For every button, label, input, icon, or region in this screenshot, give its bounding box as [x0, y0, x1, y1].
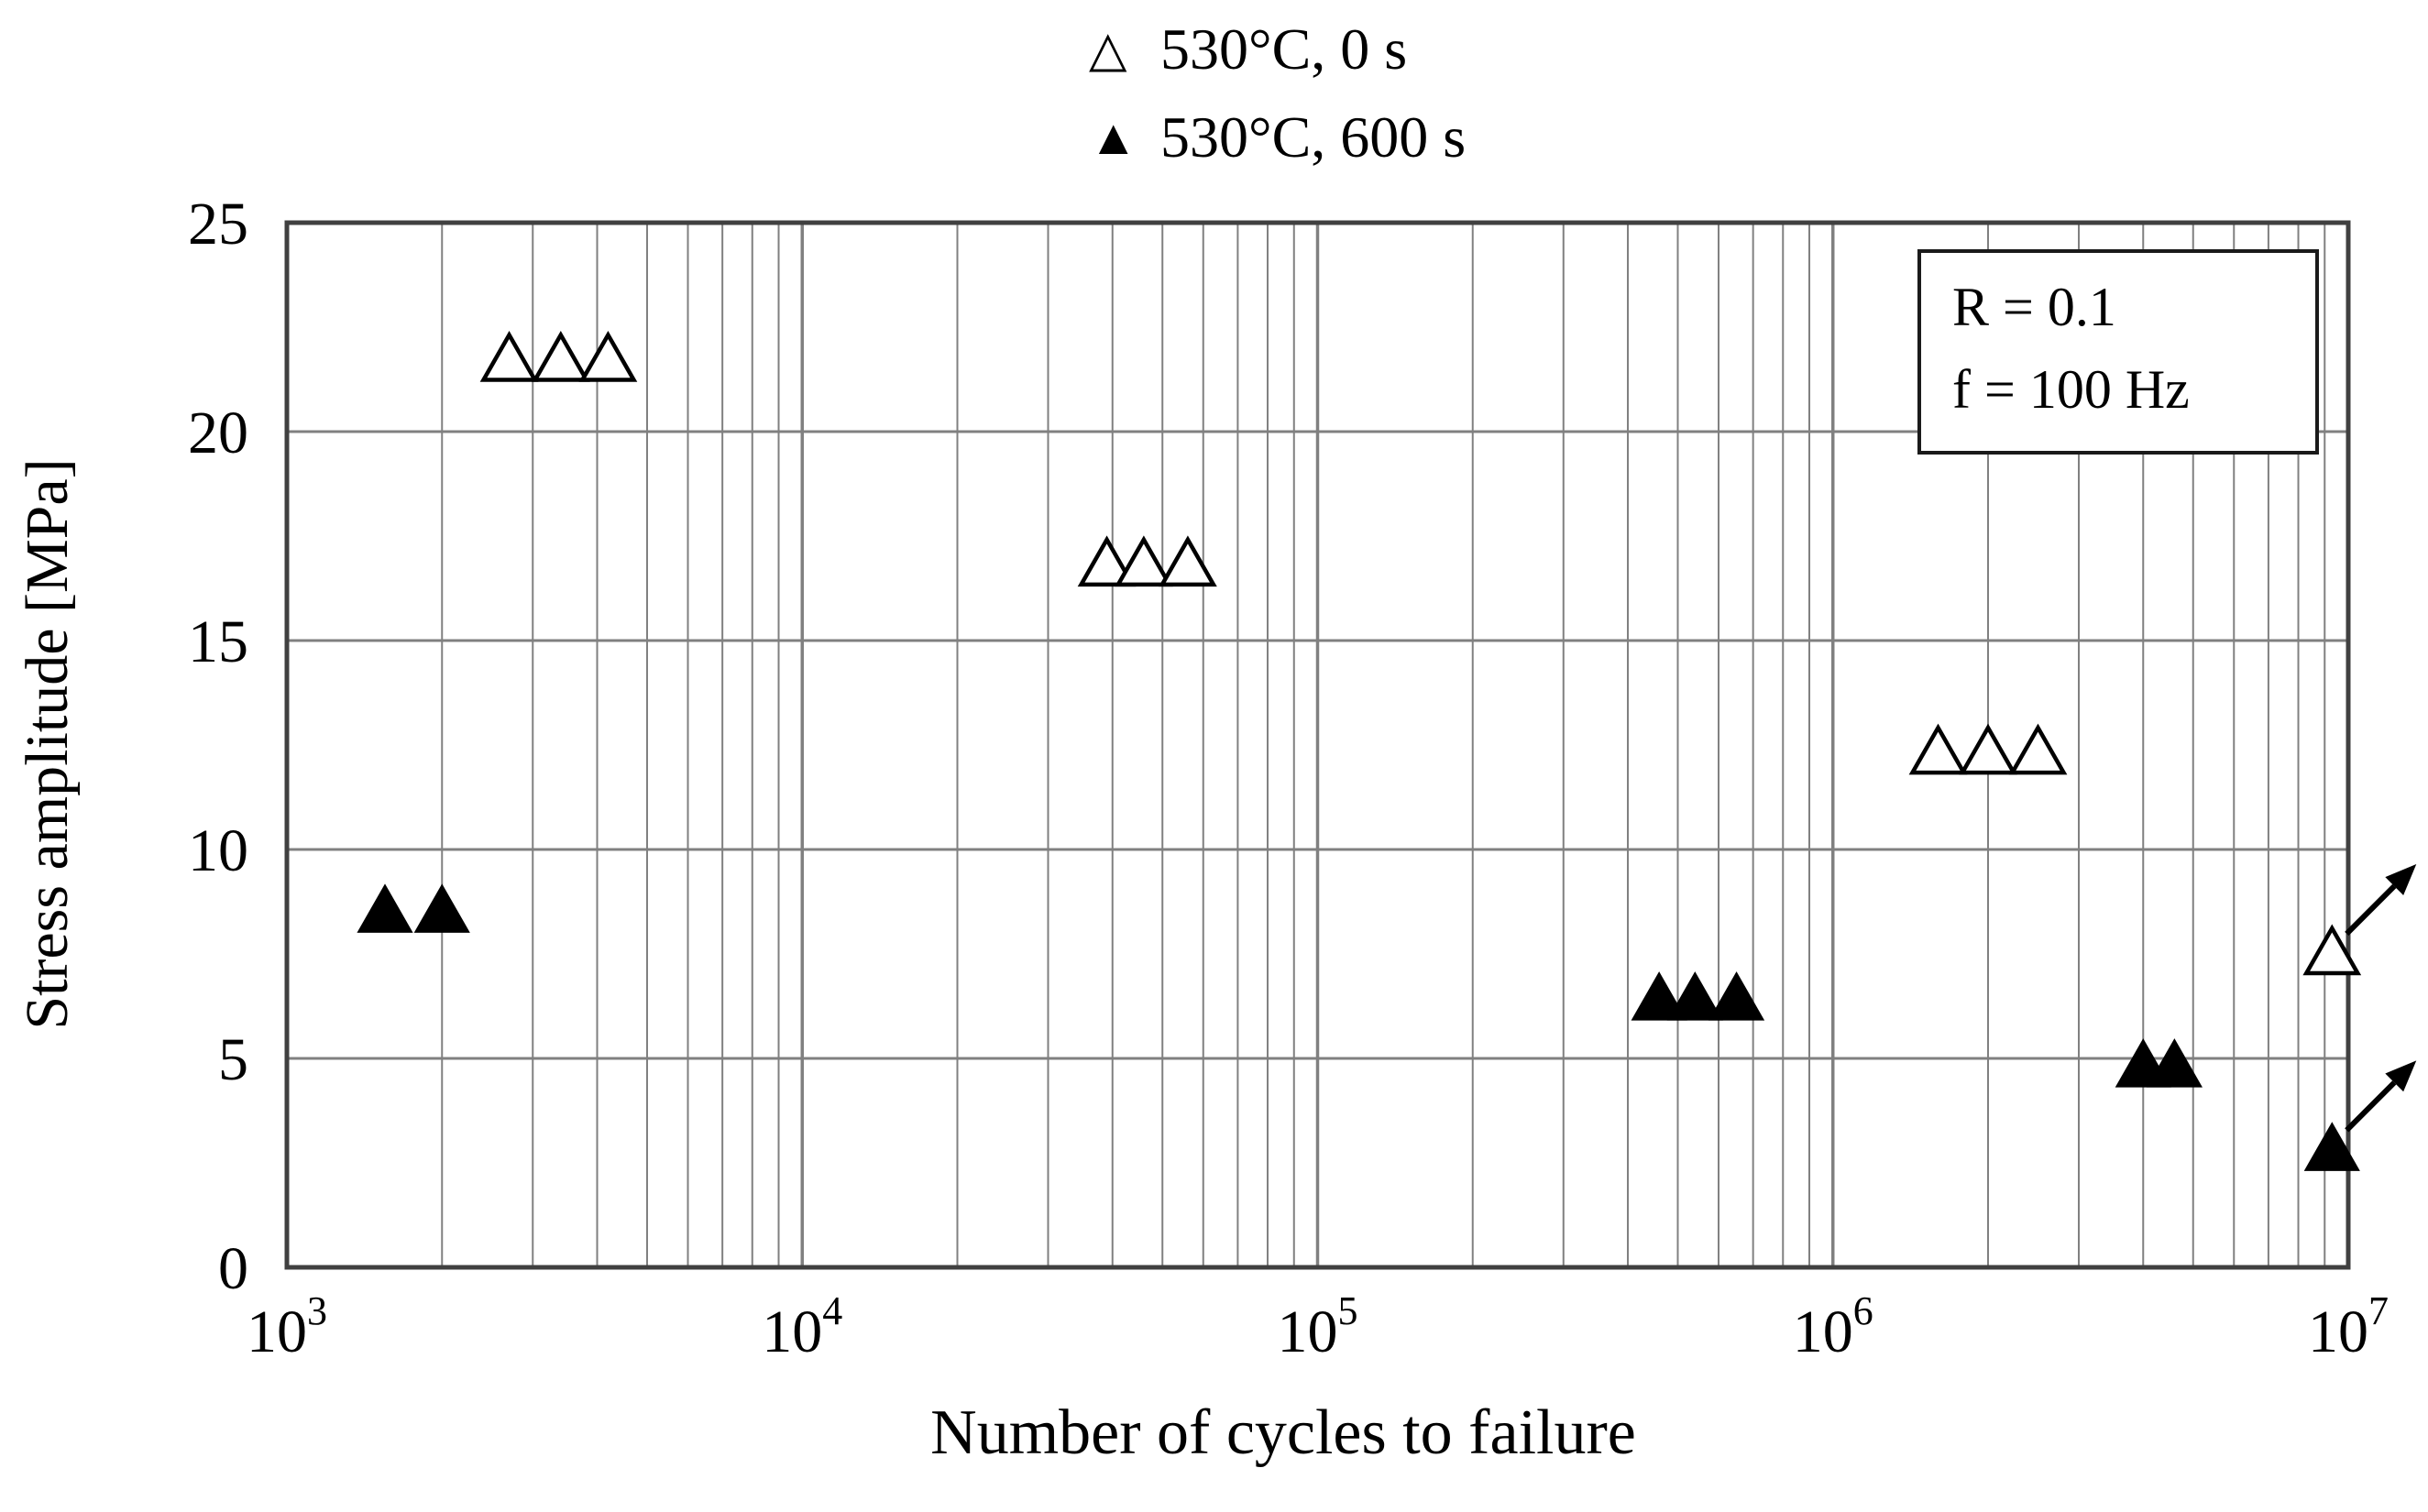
filled-triangle-marker: [357, 883, 413, 933]
open-triangle-icon: △: [1089, 22, 1127, 77]
open-triangle-marker: [531, 330, 590, 382]
y-tick-label: 25: [188, 191, 248, 257]
filled-triangle-icon: ▲: [1089, 110, 1138, 165]
y-axis-title: Stress amplitude [MPa]: [14, 458, 81, 1030]
x-tick-label: 103: [247, 1288, 327, 1365]
x-tick-label: 105: [1278, 1288, 1358, 1365]
y-tick-label: 15: [188, 608, 248, 675]
runout-arrow-head: [2385, 864, 2417, 895]
x-tick-label: 106: [1793, 1288, 1873, 1365]
y-tick-label: 0: [218, 1235, 248, 1302]
legend-item-open: △ 530°C, 0 s: [1089, 5, 1466, 93]
legend-label-open: 530°C, 0 s: [1160, 16, 1408, 82]
open-triangle-marker: [1159, 535, 1217, 587]
open-triangle-marker: [1115, 535, 1173, 587]
chart-legend: △ 530°C, 0 s ▲ 530°C, 600 s: [1089, 5, 1466, 181]
x-tick-label: 107: [2308, 1288, 2389, 1365]
runout-arrow-shaft: [2345, 1080, 2397, 1133]
x-axis-title: Number of cycles to failure: [930, 1397, 1636, 1468]
legend-label-filled: 530°C, 600 s: [1160, 104, 1467, 170]
open-triangle-marker: [578, 330, 638, 382]
filled-triangle-marker: [1631, 971, 1687, 1021]
runout-arrow-shaft: [2345, 883, 2397, 937]
open-triangle-marker: [2302, 924, 2362, 976]
annotation-line-f: f = 100 Hz: [1952, 359, 2190, 420]
filled-triangle-marker: [1708, 971, 1765, 1021]
open-triangle-marker: [479, 330, 539, 382]
filled-triangle-marker: [413, 883, 470, 933]
plot-frame: [284, 220, 2351, 1270]
open-triangle-marker: [1908, 723, 1968, 775]
legend-item-filled: ▲ 530°C, 600 s: [1089, 93, 1466, 181]
y-tick-label: 5: [218, 1026, 248, 1093]
filled-triangle-marker: [2303, 1122, 2360, 1171]
open-triangle-marker: [1077, 535, 1137, 587]
annotation-line-r: R = 0.1: [1952, 277, 2116, 337]
y-tick-label: 10: [188, 817, 248, 884]
x-tick-label: 104: [762, 1288, 842, 1365]
annotation-box: R = 0.1 f = 100 Hz: [1917, 249, 2319, 455]
y-tick-label: 20: [188, 400, 248, 466]
open-triangle-marker: [2008, 723, 2068, 775]
runout-arrow-head: [2385, 1060, 2417, 1092]
filled-triangle-marker: [2146, 1038, 2203, 1088]
open-triangle-marker: [1959, 723, 2017, 775]
filled-triangle-marker: [1666, 971, 1723, 1021]
